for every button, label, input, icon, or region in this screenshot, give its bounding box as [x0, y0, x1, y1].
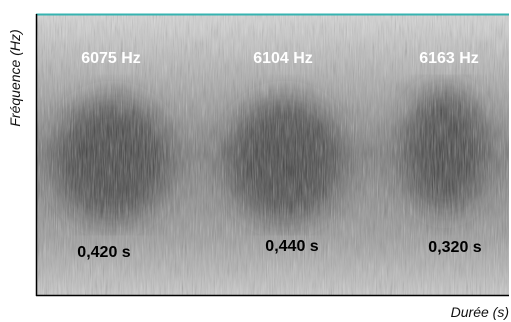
x-axis-title: Durée (s)	[451, 304, 509, 320]
frequency-label-3: 6163 Hz	[419, 50, 479, 67]
duration-label-3: 0,320 s	[428, 239, 481, 256]
frequency-label-2: 6104 Hz	[253, 50, 313, 67]
y-axis-title: Fréquence (Hz)	[7, 29, 23, 126]
duration-label-2: 0,440 s	[265, 238, 318, 255]
frequency-label-1: 6075 Hz	[81, 50, 141, 67]
duration-label-1: 0,420 s	[77, 244, 130, 261]
